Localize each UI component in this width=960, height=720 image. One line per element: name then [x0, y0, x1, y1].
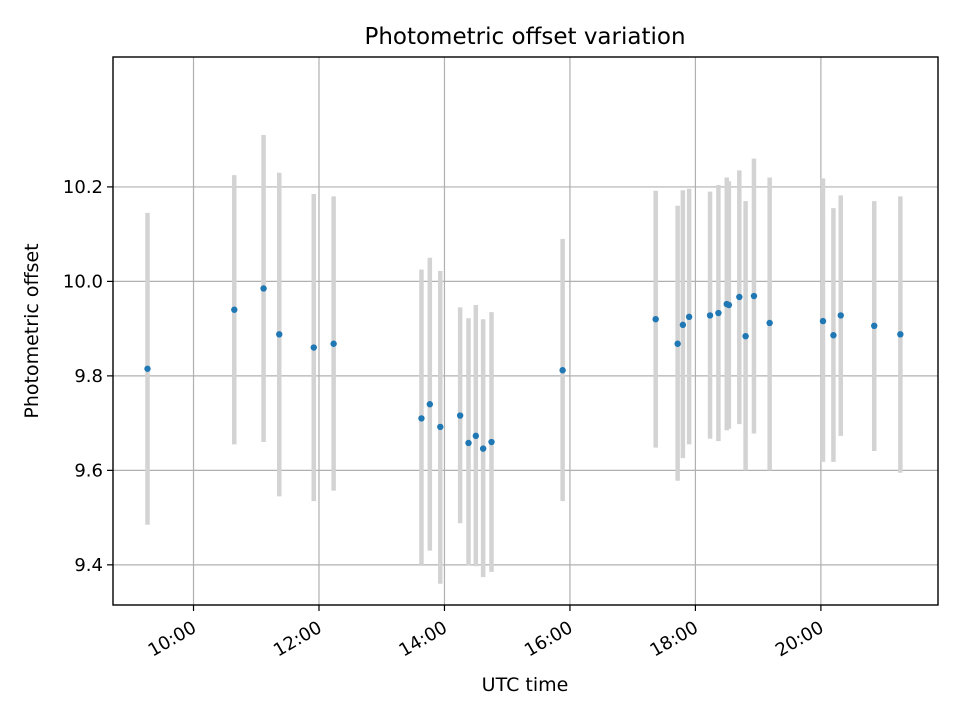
- data-point: [310, 344, 317, 351]
- plot-frame: [112, 56, 939, 606]
- data-point: [766, 319, 773, 327]
- data-point: [260, 285, 267, 292]
- data-point: [488, 438, 495, 446]
- data-point: [742, 332, 749, 340]
- data-point: [418, 415, 425, 422]
- data-point: [706, 312, 714, 319]
- data-point: [472, 432, 480, 440]
- data-point: [830, 332, 837, 339]
- data-point: [679, 321, 687, 329]
- data-points: [144, 285, 904, 452]
- data-point: [736, 293, 743, 301]
- data-point: [231, 306, 238, 313]
- y-tick-label: 9.6: [74, 460, 103, 481]
- data-point: [750, 292, 758, 300]
- data-point: [559, 367, 566, 374]
- data-point: [276, 331, 283, 338]
- y-tick-label: 9.4: [74, 555, 103, 576]
- data-point: [330, 340, 337, 347]
- y-tick-label: 10.2: [63, 177, 103, 198]
- data-point: [715, 309, 722, 317]
- chart-title: Photometric offset variation: [364, 24, 685, 50]
- data-point: [456, 412, 464, 419]
- data-point: [652, 315, 659, 323]
- data-point: [725, 301, 733, 309]
- data-point: [685, 313, 693, 321]
- y-tick-label: 10.0: [63, 271, 103, 292]
- data-point: [837, 312, 844, 319]
- data-point: [871, 322, 878, 330]
- y-axis-label: Photometric offset: [21, 243, 43, 418]
- data-point: [674, 340, 681, 347]
- data-point: [426, 401, 434, 408]
- data-point: [437, 423, 444, 431]
- data-point: [465, 439, 472, 447]
- data-point: [479, 445, 487, 452]
- data-point: [819, 317, 827, 325]
- data-point: [144, 365, 151, 372]
- x-axis-label: UTC time: [482, 674, 569, 696]
- data-point: [897, 331, 904, 338]
- y-tick-label: 9.8: [74, 366, 103, 387]
